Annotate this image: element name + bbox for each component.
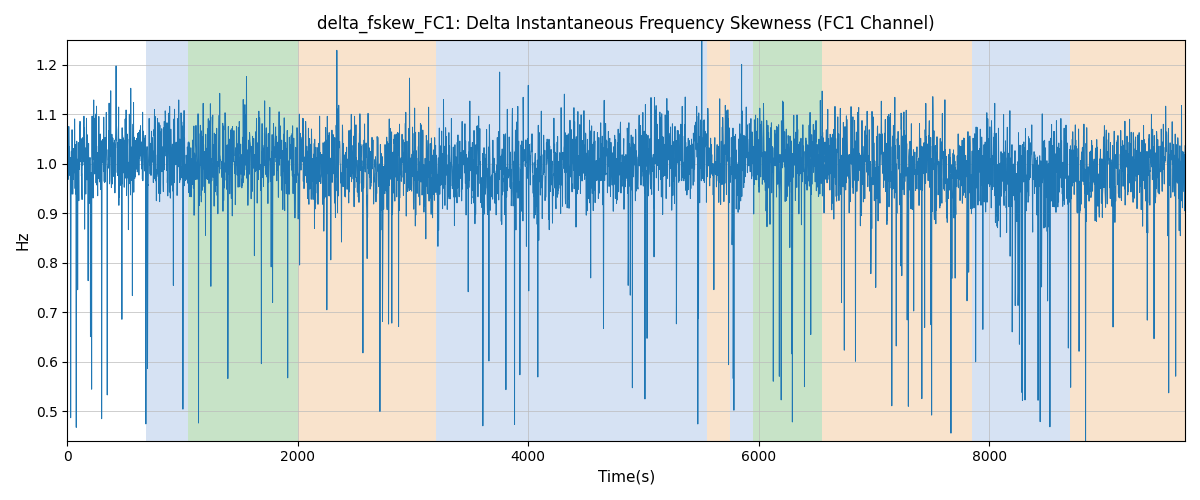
Bar bbox=[1069, 40, 1186, 440]
Bar bbox=[707, 40, 730, 440]
Bar bbox=[972, 40, 1069, 440]
Bar bbox=[752, 40, 822, 440]
Bar bbox=[298, 40, 436, 440]
X-axis label: Time(s): Time(s) bbox=[598, 470, 655, 485]
Y-axis label: Hz: Hz bbox=[16, 230, 30, 250]
Bar bbox=[730, 40, 752, 440]
Bar bbox=[822, 40, 972, 440]
Bar bbox=[145, 40, 188, 440]
Bar bbox=[188, 40, 298, 440]
Title: delta_fskew_FC1: Delta Instantaneous Frequency Skewness (FC1 Channel): delta_fskew_FC1: Delta Instantaneous Fre… bbox=[317, 15, 935, 34]
Bar bbox=[436, 40, 707, 440]
